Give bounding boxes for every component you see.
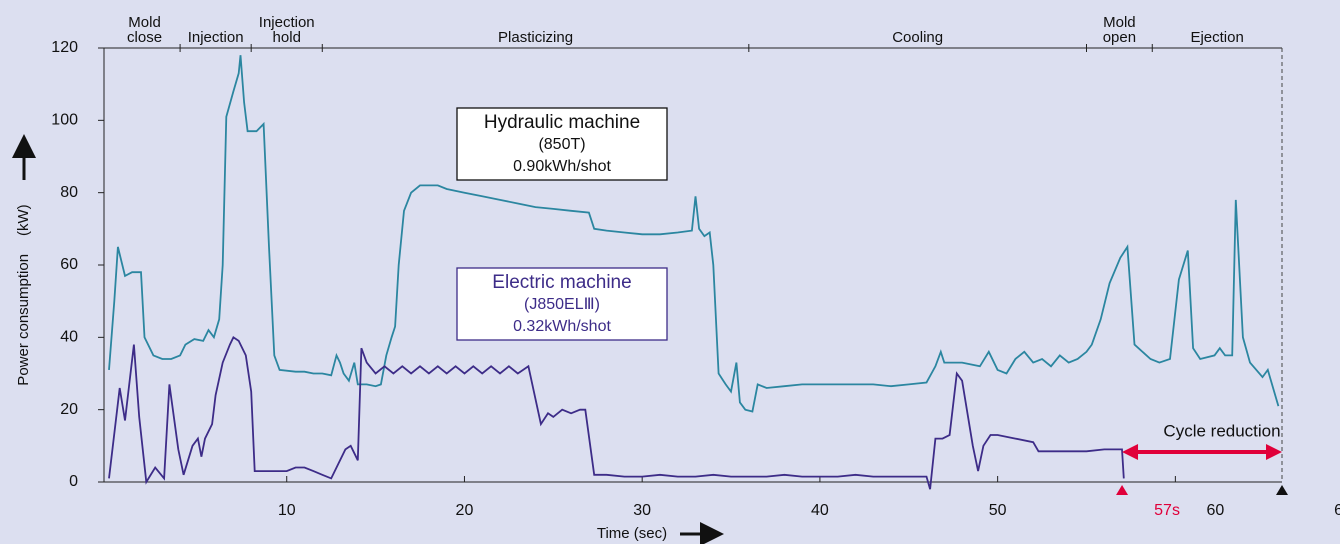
legend-label: Electric machine [492, 272, 631, 293]
legend-label: 0.90kWh/shot [513, 158, 611, 175]
phase-label: close [127, 29, 162, 46]
phase-label: Ejection [1190, 29, 1243, 46]
y-axis-label: Power consumption (kW) [15, 204, 32, 385]
y-axis-label-part: Power consumption [15, 254, 32, 386]
phase-label: open [1103, 29, 1136, 46]
phase-label: Cooling [892, 29, 943, 46]
x-tick-label: 50 [989, 502, 1007, 519]
marker-label: 57s [1154, 502, 1180, 519]
phase-label: Mold [128, 14, 161, 31]
marker-label: 66s [1334, 502, 1340, 519]
x-tick-label: 30 [633, 502, 651, 519]
phase-label: hold [273, 29, 301, 46]
y-axis-label-part: (kW) [15, 204, 32, 236]
legend-box [456, 107, 668, 181]
y-tick-label: 0 [69, 473, 78, 490]
phase-label: Injection [188, 29, 244, 46]
arrow-head [1122, 444, 1139, 460]
legend-label: (850T) [538, 136, 585, 153]
phase-label: Mold [1103, 14, 1136, 31]
phase-label: Plasticizing [498, 29, 573, 46]
y-tick-label: 120 [51, 39, 78, 56]
x-tick-label: 60 [1206, 502, 1224, 519]
marker-triangle [1276, 485, 1288, 495]
y-tick-label: 80 [60, 184, 78, 201]
marker-triangle [1116, 485, 1129, 495]
series-line [108, 55, 1280, 413]
y-tick-label: 60 [60, 256, 78, 273]
legend-label: 0.32kWh/shot [513, 318, 611, 335]
y-tick-label: 40 [60, 329, 78, 346]
phase-label: Injection [259, 14, 315, 31]
x-tick-label: 10 [278, 502, 296, 519]
x-axis-label: Time (sec) [597, 525, 667, 542]
y-tick-label: 100 [51, 112, 78, 129]
x-tick-label: 20 [456, 502, 474, 519]
arrow-head [1266, 444, 1282, 460]
legend-label: (J850ELⅢ) [524, 296, 600, 313]
x-tick-label: 40 [811, 502, 829, 519]
cycle-label: Cycle reduction [1163, 421, 1280, 440]
series-line [108, 335, 1125, 490]
legend-label: Hydraulic machine [484, 112, 640, 133]
y-tick-label: 20 [60, 401, 78, 418]
legend-box [456, 267, 668, 341]
